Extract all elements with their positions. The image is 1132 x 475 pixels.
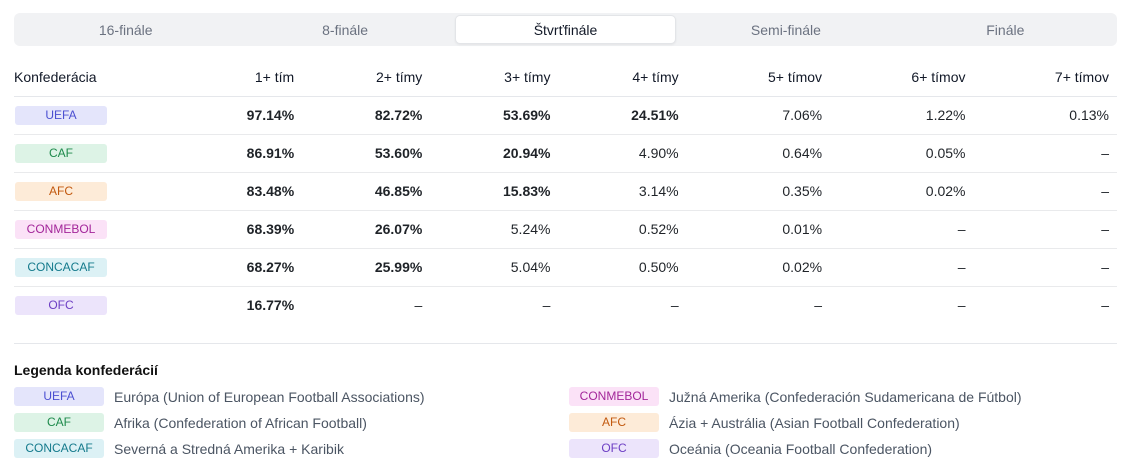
legend-item-concacaf: CONCACAF Severná a Stredná Amerika + Kari… — [14, 439, 344, 458]
table-row: AFC 83.48% 46.85% 15.83% 3.14% 0.35% 0.02% – — [14, 172, 1117, 211]
probability-cell: 0.05% — [830, 134, 974, 173]
column-header-1-team: 1+ tím — [174, 58, 303, 97]
column-header-7-teams: 7+ tímov — [973, 58, 1117, 97]
probability-cell: 86.91% — [174, 134, 303, 173]
probability-cell: 3.14% — [558, 172, 687, 211]
probability-cell: 0.64% — [686, 134, 831, 173]
probability-cell: – — [670, 297, 679, 314]
probability-cell: – — [830, 210, 974, 249]
confederation-cell: CONMEBOL — [14, 210, 174, 249]
legend-item-afc: AFC Ázia + Austrália (Asian Football Conf… — [569, 413, 960, 432]
table-header-row: Konfederácia 1+ tím 2+ tímy 3+ tímy 4+ t… — [14, 58, 1117, 97]
probability-cell: – — [1101, 297, 1109, 314]
table-row: CAF 86.91% 53.60% 20.94% 4.90% 0.64% 0.05% – — [14, 134, 1117, 173]
confederation-badge: OFC — [569, 439, 659, 458]
probability-cell: – — [973, 134, 1117, 173]
probability-cell: 68.27% — [174, 248, 303, 287]
confederation-badge: CONMEBOL — [15, 219, 107, 239]
probability-cell: – — [814, 297, 823, 314]
probability-cell: – — [973, 210, 1117, 249]
legend-description: Ázia + Austrália (Asian Football Confede… — [669, 414, 960, 431]
probability-cell: 1.22% — [830, 96, 974, 135]
confederation-badge: OFC — [15, 295, 107, 315]
confederation-badge: CONCACAF — [14, 439, 104, 458]
probability-cell: 20.94% — [430, 134, 559, 173]
tab-8-finale[interactable]: 8-finále — [322, 21, 369, 38]
probability-cell: – — [973, 248, 1117, 287]
probability-cell: – — [414, 297, 423, 314]
probability-cell: 53.69% — [430, 96, 559, 135]
column-header-4-teams: 4+ tímy — [558, 58, 687, 97]
column-header-confederation: Konfederácia — [14, 58, 174, 97]
confederation-cell: OFC — [14, 286, 174, 324]
probability-cell: – — [957, 297, 966, 314]
confederation-cell: UEFA — [14, 96, 174, 135]
probability-cell: 53.60% — [302, 134, 431, 173]
section-divider — [14, 343, 1117, 344]
probability-cell: 4.90% — [558, 134, 687, 173]
legend-description: Európa (Union of European Football Assoc… — [114, 388, 425, 405]
probability-cell: 5.24% — [430, 210, 559, 249]
column-header-3-teams: 3+ tímy — [430, 58, 559, 97]
probability-cell: 0.50% — [558, 248, 687, 287]
tab-semi-finale[interactable]: Semi-finále — [750, 21, 821, 38]
table-row: UEFA 97.14% 82.72% 53.69% 24.51% 7.06% 1.22% 0.… — [14, 96, 1117, 135]
probability-cell: – — [973, 172, 1117, 211]
table-row: CONCACAF 68.27% 25.99% 5.04% 0.50% 0.02% – – — [14, 248, 1117, 287]
probability-cell: 5.04% — [430, 248, 559, 287]
confederation-badge: UEFA — [14, 387, 104, 406]
probability-cell: 24.51% — [558, 96, 687, 135]
legend-item-ofc: OFC Oceánia (Oceania Football Confederati… — [569, 439, 932, 458]
confederation-badge: CAF — [14, 413, 104, 432]
legend-description: Oceánia (Oceania Football Confederation) — [669, 440, 933, 457]
legend-description: Afrika (Confederation of African Footbal… — [114, 414, 367, 431]
probability-cell: 0.13% — [973, 96, 1117, 135]
confederation-badge: UEFA — [15, 105, 107, 125]
probability-cell: 82.72% — [302, 96, 431, 135]
probability-cell: 0.02% — [686, 248, 831, 287]
confederation-cell: AFC — [14, 172, 174, 211]
table-row: CONMEBOL 68.39% 26.07% 5.24% 0.52% 0.01% – – — [14, 210, 1117, 249]
confederation-cell: CAF — [14, 134, 174, 173]
confederation-badge: CONMEBOL — [569, 387, 659, 406]
table-row: OFC 16.77% – – – – – – — [14, 286, 1117, 324]
probability-cell: 25.99% — [302, 248, 431, 287]
legend-title: Legenda konfederácií — [14, 362, 158, 378]
legend-description: Južná Amerika (Confederación Sudamerican… — [669, 388, 1022, 405]
column-header-5-teams: 5+ tímov — [686, 58, 831, 97]
legend-description: Severná a Stredná Amerika + Karibik — [114, 440, 344, 457]
legend-item-conmebol: CONMEBOL Južná Amerika (Confederación Sud… — [569, 387, 1022, 406]
probability-cell: 83.48% — [174, 172, 303, 211]
confederation-odds-table: Konfederácia 1+ tím 2+ tímy 3+ tímy 4+ t… — [14, 58, 1117, 324]
confederation-cell: CONCACAF — [14, 248, 174, 287]
probability-cell: 16.77% — [246, 297, 295, 314]
confederation-badge: CAF — [15, 143, 107, 163]
confederation-badge: AFC — [569, 413, 659, 432]
legend-item-caf: CAF Afrika (Confederation of African Foot… — [14, 413, 367, 432]
probability-cell: 97.14% — [174, 96, 303, 135]
round-tabs: 16-finále 8-finále Štvrťfinále Semi-finá… — [14, 13, 1117, 46]
probability-cell: 68.39% — [174, 210, 303, 249]
probability-cell: 46.85% — [302, 172, 431, 211]
probability-cell: – — [830, 248, 974, 287]
column-header-6-teams: 6+ tímov — [830, 58, 974, 97]
legend-item-uefa: UEFA Európa (Union of European Football A… — [14, 387, 425, 406]
probability-cell: – — [542, 297, 551, 314]
confederation-badge: CONCACAF — [15, 257, 107, 277]
probability-cell: 0.35% — [686, 172, 831, 211]
probability-cell: 0.02% — [830, 172, 974, 211]
tab-stvrtfinale[interactable]: Štvrťfinále — [454, 15, 677, 44]
column-header-2-teams: 2+ tímy — [302, 58, 431, 97]
tab-16-finale[interactable]: 16-finále — [98, 21, 153, 38]
tab-finale[interactable]: Finále — [986, 21, 1025, 38]
probability-cell: 0.52% — [558, 210, 687, 249]
probability-cell: 15.83% — [430, 172, 559, 211]
probability-cell: 7.06% — [686, 96, 831, 135]
probability-cell: 26.07% — [302, 210, 431, 249]
confederation-badge: AFC — [15, 181, 107, 201]
probability-cell: 0.01% — [686, 210, 831, 249]
